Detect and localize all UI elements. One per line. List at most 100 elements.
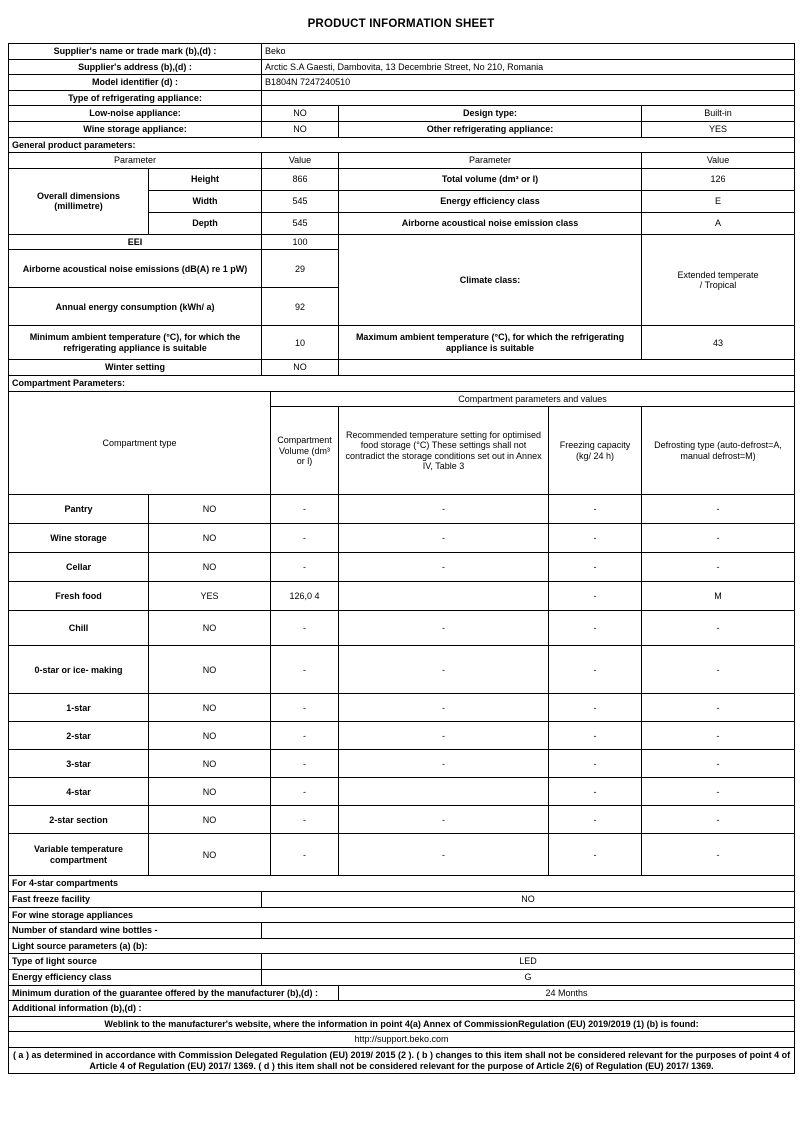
winter-setting-empty — [338, 359, 796, 377]
compartment-volume: - — [270, 833, 340, 877]
compartment-defrost: - — [641, 523, 796, 554]
additional-info-label: Additional information (b),(d) : — [7, 1000, 796, 1017]
depth-label: Depth — [147, 211, 263, 235]
compartment-temp-setting: - — [338, 494, 550, 525]
compartment-freezing: - — [548, 833, 643, 877]
compartment-volume: 126,0 4 — [270, 581, 340, 612]
compartment-temp-setting: - — [338, 552, 550, 583]
noise-emissions-value: 29 — [261, 249, 340, 289]
compartment-section-label: Compartment Parameters: — [7, 375, 796, 392]
compartment-temp-setting: - — [338, 645, 550, 695]
compartment-volume: - — [270, 749, 340, 779]
compartment-name: 0-star or ice- making — [8, 645, 149, 695]
table-row: 1-star NO - - - - — [8, 693, 796, 723]
wine-bottles-label: Number of standard wine bottles - — [7, 922, 263, 939]
climate-class-label: Climate class: — [459, 274, 521, 285]
model-identifier-value: B1804N 7247240510 — [261, 74, 796, 91]
width-row: Width 545 Energy efficiency class E — [9, 189, 796, 213]
compartment-temp-setting: - — [338, 610, 550, 647]
climate-class-label-cell: Climate class: — [338, 233, 643, 327]
general-params-section-label: General product parameters: — [7, 136, 796, 154]
noise-emissions-row: Airborne acoustical noise emissions (dB(… — [7, 249, 795, 289]
wine-storage-appliance-label: Wine storage appliance: — [7, 121, 263, 138]
value-header-left: Value — [261, 152, 340, 169]
compartment-defrost: - — [641, 645, 796, 695]
page-title: PRODUCT INFORMATION SHEET — [307, 18, 495, 30]
compartment-volume: - — [270, 805, 340, 835]
eei-label: EEI — [7, 233, 263, 251]
depth-row: Depth 545 Airborne acoustical noise emis… — [9, 211, 796, 235]
fast-freeze-value: NO — [261, 890, 796, 908]
compartment-name: 1-star — [8, 693, 149, 723]
max-ambient-value: 43 — [641, 325, 796, 361]
other-refrigerating-label: Other refrigerating appliance: — [338, 121, 643, 138]
compartment-present: NO — [147, 552, 272, 583]
table-row: Chill NO - - - - — [8, 610, 796, 647]
guarantee-row: Minimum duration of the guarantee offere… — [7, 984, 796, 1002]
compartment-present: NO — [147, 721, 272, 751]
compartment-present: NO — [147, 749, 272, 779]
climate-class-value: Extended temperate / Tropical — [641, 233, 796, 327]
supplier-address-label: Supplier's address (b),(d) : — [7, 58, 263, 76]
compartment-defrost: - — [641, 693, 796, 723]
compartment-defrost: - — [641, 610, 796, 647]
light-source-section-row: Light source parameters (a) (b): — [7, 937, 796, 955]
ambient-temperature-row: Minimum ambient temperature (°C), for wh… — [7, 325, 796, 361]
compartment-freezing: - — [548, 693, 643, 723]
compartment-volume: - — [270, 777, 340, 807]
column-header-freezing-capacity: Freezing capacity (kg/ 24 h) — [548, 406, 643, 496]
table-row: 3-star NO - - - - — [8, 749, 796, 779]
appliance-type-label: Type of refrigerating appliance: — [7, 89, 263, 107]
compartment-temp-setting: - — [338, 693, 550, 723]
general-params-section-row: General product parameters: — [7, 136, 796, 154]
eei-row: EEI 100 Climate class: Extended temperat… — [7, 233, 796, 327]
weblink-url-row[interactable]: http://support.beko.com — [7, 1031, 796, 1049]
annual-energy-value: 92 — [261, 287, 340, 327]
compartment-name: 4-star — [8, 777, 149, 807]
low-noise-value: NO — [261, 105, 340, 123]
compartment-type-header: Compartment type — [7, 390, 272, 496]
height-row: Overall dimensions (millimetre) Height 8… — [8, 167, 796, 235]
wine-bottles-value — [261, 922, 796, 939]
total-volume-value: 126 — [641, 167, 796, 191]
compartment-present: NO — [147, 693, 272, 723]
width-value: 545 — [261, 189, 340, 213]
height-value: 866 — [261, 167, 340, 191]
compartment-defrost: - — [641, 494, 796, 525]
depth-value: 545 — [261, 211, 340, 235]
light-type-row: Type of light source LED — [7, 953, 796, 970]
light-class-label: Energy efficiency class — [7, 968, 263, 986]
winter-setting-row: Winter setting NO — [7, 359, 796, 377]
eei-value: 100 — [261, 233, 340, 251]
general-params-header-row: Parameter Value Parameter Value — [7, 152, 796, 169]
height-label: Height — [147, 167, 263, 191]
compartment-name: Pantry — [8, 494, 149, 525]
min-ambient-label: Minimum ambient temperature (°C), for wh… — [7, 325, 263, 361]
other-refrigerating-value: YES — [641, 121, 796, 138]
compartment-name: 2-star section — [8, 805, 149, 835]
compartment-name: 3-star — [8, 749, 149, 779]
compartment-defrost: M — [641, 581, 796, 612]
noise-emissions-label: Airborne acoustical noise emissions (dB(… — [7, 249, 263, 289]
noise-emission-class-label: Airborne acoustical noise emission class — [338, 211, 643, 235]
four-star-section-label: For 4-star compartments — [7, 875, 796, 892]
light-type-value: LED — [261, 953, 796, 970]
compartment-present: NO — [147, 645, 272, 695]
guarantee-label: Minimum duration of the guarantee offere… — [7, 984, 340, 1002]
annual-energy-row: Annual energy consumption (kWh/ a) 92 — [7, 287, 795, 327]
compartment-temp-setting: - — [338, 833, 550, 877]
max-ambient-label: Maximum ambient temperature (°C), for wh… — [338, 325, 643, 361]
guarantee-value: 24 Months — [338, 984, 796, 1002]
wine-appliances-section-row: For wine storage appliances — [7, 906, 796, 924]
footnote-text: ( a ) as determined in accordance with C… — [7, 1047, 796, 1075]
compartment-name: Fresh food — [8, 581, 149, 612]
table-row: Wine storage NO - - - - — [8, 523, 796, 554]
wine-appliances-section-label: For wine storage appliances — [7, 906, 796, 924]
model-identifier-row: Model identifier (d) : B1804N 7247240510 — [7, 74, 796, 91]
compartment-columns-header-row: Compartment Volume (dm³ or l) Recommende… — [9, 406, 796, 496]
weblink-url[interactable]: http://support.beko.com — [7, 1031, 796, 1049]
overall-dimensions-line1: Overall dimensions — [36, 190, 121, 201]
parameter-header-left: Parameter — [7, 152, 263, 169]
compartment-present: NO — [147, 494, 272, 525]
